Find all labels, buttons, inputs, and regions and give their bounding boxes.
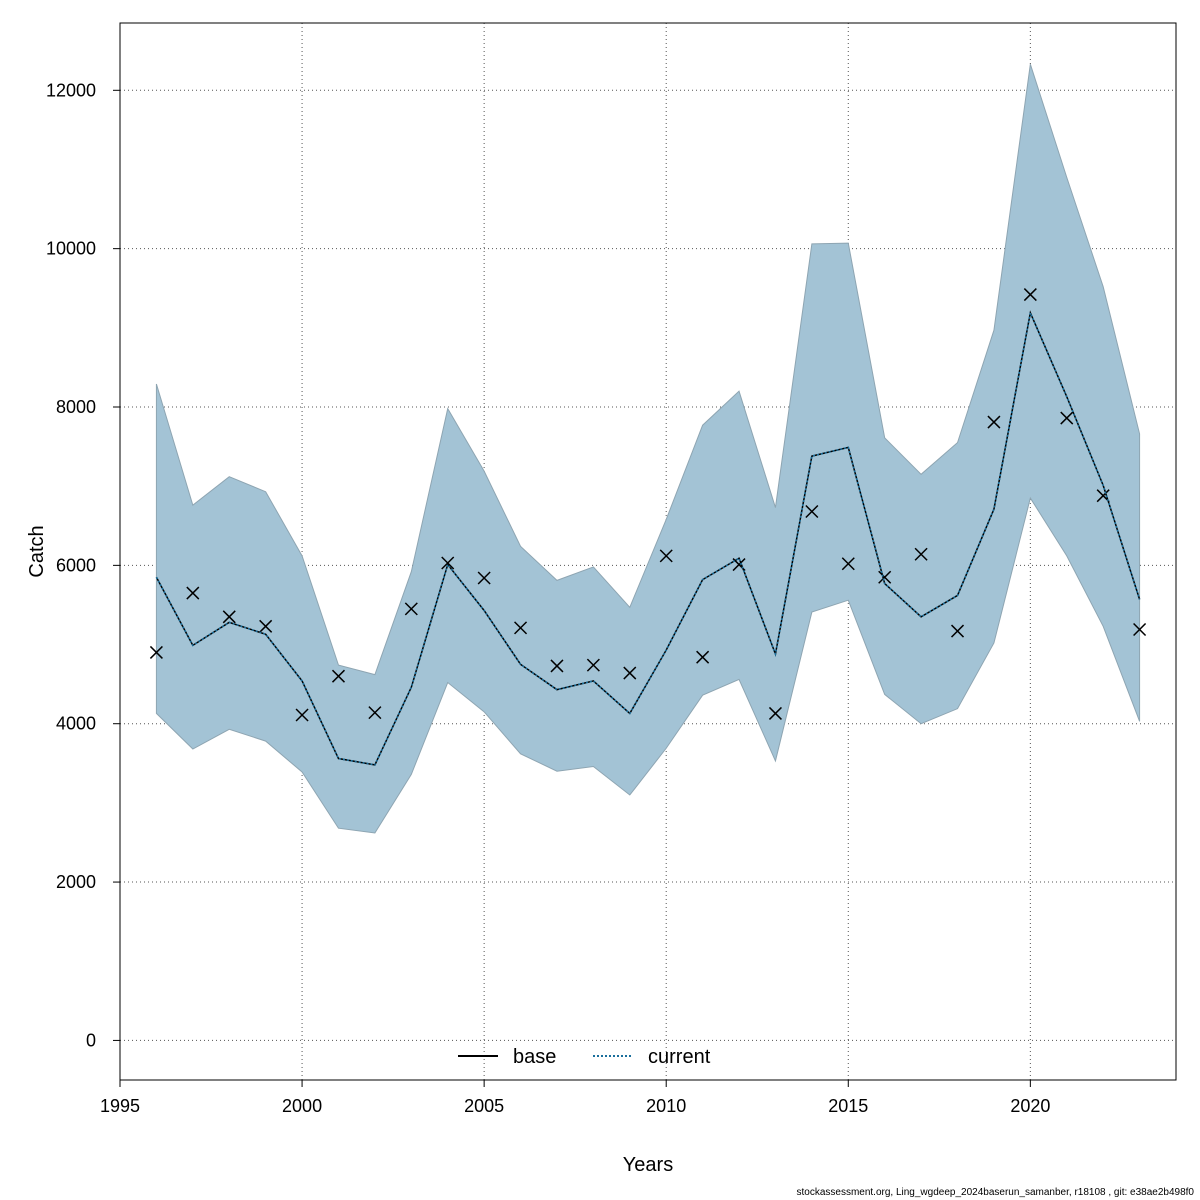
x-tick-label: 2000 bbox=[282, 1096, 322, 1116]
observed-point bbox=[259, 619, 273, 633]
observed-point bbox=[914, 547, 928, 561]
x-tick-label: 2005 bbox=[464, 1096, 504, 1116]
legend-label-base: base bbox=[513, 1046, 556, 1068]
observed-point bbox=[368, 706, 382, 720]
observed-point bbox=[441, 556, 455, 570]
observed-point bbox=[1023, 288, 1037, 302]
observed-point bbox=[805, 504, 819, 519]
observed-point bbox=[586, 658, 600, 672]
legend-label-current: current bbox=[648, 1046, 711, 1068]
y-axis-title: Catch bbox=[26, 525, 48, 577]
y-tick-label: 4000 bbox=[56, 714, 96, 734]
observed-point bbox=[222, 610, 236, 624]
observed-point bbox=[404, 602, 418, 616]
x-tick-label: 2010 bbox=[646, 1096, 686, 1116]
y-tick-label: 12000 bbox=[46, 80, 96, 100]
observed-point bbox=[1060, 411, 1074, 425]
y-tick-label: 10000 bbox=[46, 239, 96, 259]
observed-point bbox=[514, 621, 528, 635]
observed-point bbox=[841, 557, 855, 571]
observed-point bbox=[331, 669, 346, 683]
observed-point bbox=[477, 571, 491, 585]
observed-point bbox=[550, 659, 564, 673]
y-tick-label: 0 bbox=[86, 1030, 96, 1050]
x-tick-label: 1995 bbox=[100, 1096, 140, 1116]
observed-point bbox=[149, 645, 163, 659]
y-tick-label: 8000 bbox=[56, 397, 96, 417]
observed-point bbox=[768, 706, 782, 720]
observed-point bbox=[987, 415, 1001, 429]
observed-point bbox=[1133, 622, 1147, 637]
x-axis: 1995 2000 2005 2010 2015 2020 bbox=[100, 1079, 1050, 1116]
footer-credit: stockassessment.org, Ling_wgdeep_2024bas… bbox=[796, 1187, 1194, 1198]
observed-point bbox=[295, 708, 309, 722]
x-tick-label: 2020 bbox=[1010, 1096, 1050, 1116]
observed-point bbox=[186, 586, 200, 600]
series-line-current bbox=[155, 310, 1141, 766]
y-axis: 0 2000 4000 6000 8000 10000 12000 bbox=[46, 80, 121, 1050]
legend: base current bbox=[458, 1046, 711, 1068]
observed-point bbox=[659, 549, 673, 563]
confidence-band bbox=[155, 64, 1141, 834]
observed-point bbox=[950, 624, 965, 638]
observed-point bbox=[878, 570, 892, 584]
observed-point bbox=[623, 666, 637, 680]
observed-point bbox=[696, 650, 710, 664]
y-tick-label: 2000 bbox=[56, 872, 96, 892]
x-tick-label: 2015 bbox=[828, 1096, 868, 1116]
x-axis-title: Years bbox=[623, 1154, 673, 1176]
y-tick-label: 6000 bbox=[56, 555, 96, 575]
